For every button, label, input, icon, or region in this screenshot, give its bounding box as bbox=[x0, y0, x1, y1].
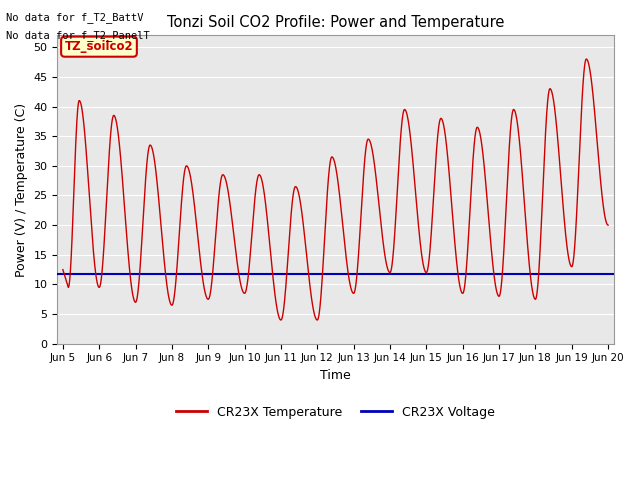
X-axis label: Time: Time bbox=[320, 369, 351, 382]
Text: TZ_soilco2: TZ_soilco2 bbox=[65, 40, 133, 53]
Y-axis label: Power (V) / Temperature (C): Power (V) / Temperature (C) bbox=[15, 103, 28, 276]
Title: Tonzi Soil CO2 Profile: Power and Temperature: Tonzi Soil CO2 Profile: Power and Temper… bbox=[167, 15, 504, 30]
Legend: CR23X Temperature, CR23X Voltage: CR23X Temperature, CR23X Voltage bbox=[171, 401, 500, 424]
Text: No data for f_T2_BattV: No data for f_T2_BattV bbox=[6, 12, 144, 23]
Text: No data for f_T2_PanelT: No data for f_T2_PanelT bbox=[6, 30, 150, 41]
